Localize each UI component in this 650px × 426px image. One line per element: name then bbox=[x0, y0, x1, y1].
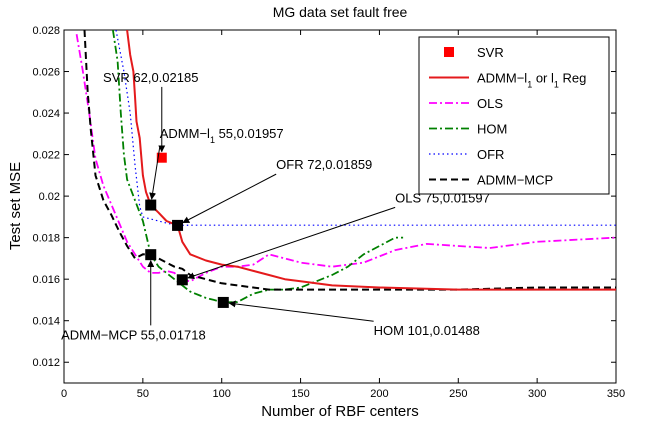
annotation-label: SVR 62,0.02185 bbox=[103, 70, 198, 85]
legend-swatch-svr bbox=[444, 47, 454, 57]
highlight-point bbox=[145, 249, 157, 261]
plot-area: 0 50 100 150 200 250 300 350 0.012 0.014 0.016 0.01… bbox=[32, 25, 625, 400]
y-tick-label: 0.024 bbox=[32, 108, 60, 120]
legend-label: ADMM−l1 or l1 Reg bbox=[477, 71, 586, 90]
annotation-arrow bbox=[149, 146, 161, 200]
x-tick-label: 300 bbox=[528, 388, 546, 400]
y-axis-title: Test set MSE bbox=[7, 162, 24, 250]
legend-label: OFR bbox=[477, 147, 504, 162]
x-tick-label: 50 bbox=[137, 388, 149, 400]
y-tick-label: 0.028 bbox=[32, 25, 60, 37]
series-line-admm-mcp bbox=[83, 30, 616, 291]
annotation-label: HOM 101,0.01488 bbox=[374, 323, 480, 338]
legend-label: ADMM−MCP bbox=[477, 173, 553, 188]
legend-label: OLS bbox=[477, 96, 503, 111]
highlight-point bbox=[217, 296, 229, 308]
y-tick-label: 0.026 bbox=[32, 67, 60, 79]
y-tick-label: 0.022 bbox=[32, 150, 60, 162]
x-tick-label: 0 bbox=[61, 388, 67, 400]
x-tick-label: 350 bbox=[607, 388, 625, 400]
y-tick-label: 0.018 bbox=[32, 233, 60, 245]
svr-marker bbox=[156, 152, 167, 163]
highlight-point bbox=[176, 274, 188, 286]
x-tick-label: 150 bbox=[291, 388, 309, 400]
axes-frame bbox=[63, 29, 617, 384]
annotation-label: ADMM−l1 55,0.01957 bbox=[160, 126, 284, 145]
y-tick-label: 0.012 bbox=[32, 357, 60, 369]
y-tick-label: 0.02 bbox=[39, 191, 60, 203]
legend-box bbox=[418, 36, 610, 195]
x-axis-title: Number of RBF centers bbox=[261, 403, 419, 420]
highlight-point bbox=[145, 199, 157, 211]
annotation-arrow bbox=[228, 300, 374, 322]
y-tick-label: 0.016 bbox=[32, 274, 60, 286]
x-tick-label: 250 bbox=[449, 388, 467, 400]
annotation-arrow bbox=[182, 173, 277, 224]
legend-label: HOM bbox=[477, 122, 507, 137]
legend-label: SVR bbox=[477, 45, 504, 60]
highlight-point bbox=[172, 219, 184, 231]
annotation-arrow bbox=[187, 206, 396, 280]
series-line-admm-l bbox=[126, 30, 616, 291]
chart-title: MG data set fault free bbox=[273, 4, 408, 20]
annotation-label: OFR 72,0.01859 bbox=[276, 157, 372, 172]
x-tick-label: 200 bbox=[370, 388, 388, 400]
y-tick-label: 0.014 bbox=[32, 316, 60, 328]
x-tick-label: 100 bbox=[213, 388, 231, 400]
annotation-label: ADMM−MCP 55,0.01718 bbox=[61, 327, 206, 342]
